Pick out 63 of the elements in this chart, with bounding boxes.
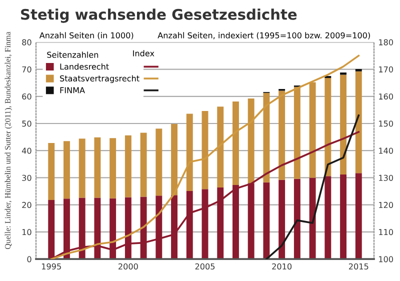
y2-tick-label: 120 [379, 202, 394, 208]
bar [48, 143, 55, 200]
bar [124, 135, 132, 198]
bar [186, 114, 193, 192]
y2-tick-label: 140 [379, 148, 394, 154]
y-tick-label: 30 [22, 174, 32, 181]
bar [355, 68, 362, 72]
y-tick-label: 0 [27, 256, 32, 262]
bar [324, 176, 332, 260]
x-tick-label: 1995 [42, 263, 61, 270]
bar [202, 111, 208, 190]
bar [294, 86, 300, 179]
bar [278, 180, 286, 260]
bar [110, 138, 116, 198]
bar [355, 173, 362, 260]
bar [217, 106, 224, 188]
x-tick-label: 2010 [272, 263, 292, 270]
y-tick-label: 10 [22, 229, 32, 236]
y-tick-label: 60 [22, 93, 32, 100]
bar [340, 74, 346, 174]
legend-label: Staatsvertragsrecht [60, 75, 140, 84]
y-tick-label: 40 [22, 148, 32, 154]
x-tick-label: 2005 [195, 263, 215, 270]
y2-tick-label: 110 [379, 229, 394, 236]
y2-tick-label: 170 [379, 66, 394, 72]
source-note: Quelle: Linder, Hümbelin und Sutter (2011), Bundeskanzlei, Finma [4, 32, 12, 250]
y2-tick-label: 130 [379, 174, 394, 181]
y2-axis-title: Anzahl Seiten, indexiert (1995=100 bzw. 2009=100) [158, 32, 370, 40]
bar [263, 92, 270, 182]
bar [140, 132, 147, 197]
x-tick-label: 2015 [348, 263, 368, 270]
y2-tick-label: 100 [379, 256, 394, 262]
line-series [266, 114, 360, 260]
bar [78, 138, 86, 198]
bar [94, 137, 101, 198]
bar [340, 174, 346, 260]
bar [309, 82, 316, 178]
bar [324, 78, 332, 176]
y-axis-title: Anzahl Seiten (in 1000) [39, 32, 134, 40]
bar [355, 71, 362, 174]
y-tick-label: 80 [22, 39, 32, 46]
bar [309, 178, 316, 260]
bar [294, 178, 300, 260]
line-series [50, 131, 360, 260]
legend-title: Seitenzahlen [47, 52, 98, 58]
chart-title: Stetig wachsende Gesetzesdichte [21, 8, 297, 23]
bar [171, 124, 178, 196]
y2-tick-label: 150 [379, 120, 394, 127]
bar [263, 182, 270, 260]
bar [64, 141, 70, 199]
annotation: Index [133, 50, 154, 56]
y2-tick-label: 180 [379, 39, 394, 46]
y-tick-label: 70 [22, 66, 32, 72]
legend-label: Landesrecht [60, 63, 109, 70]
x-tick-label: 2000 [118, 263, 138, 270]
bar [278, 90, 286, 180]
bar [248, 98, 254, 184]
y-tick-label: 20 [22, 202, 32, 208]
bar [232, 102, 239, 186]
y2-tick-label: 160 [379, 93, 394, 100]
legend-label: FINMA [60, 87, 85, 94]
y-tick-label: 50 [22, 120, 32, 127]
bar [156, 128, 162, 196]
